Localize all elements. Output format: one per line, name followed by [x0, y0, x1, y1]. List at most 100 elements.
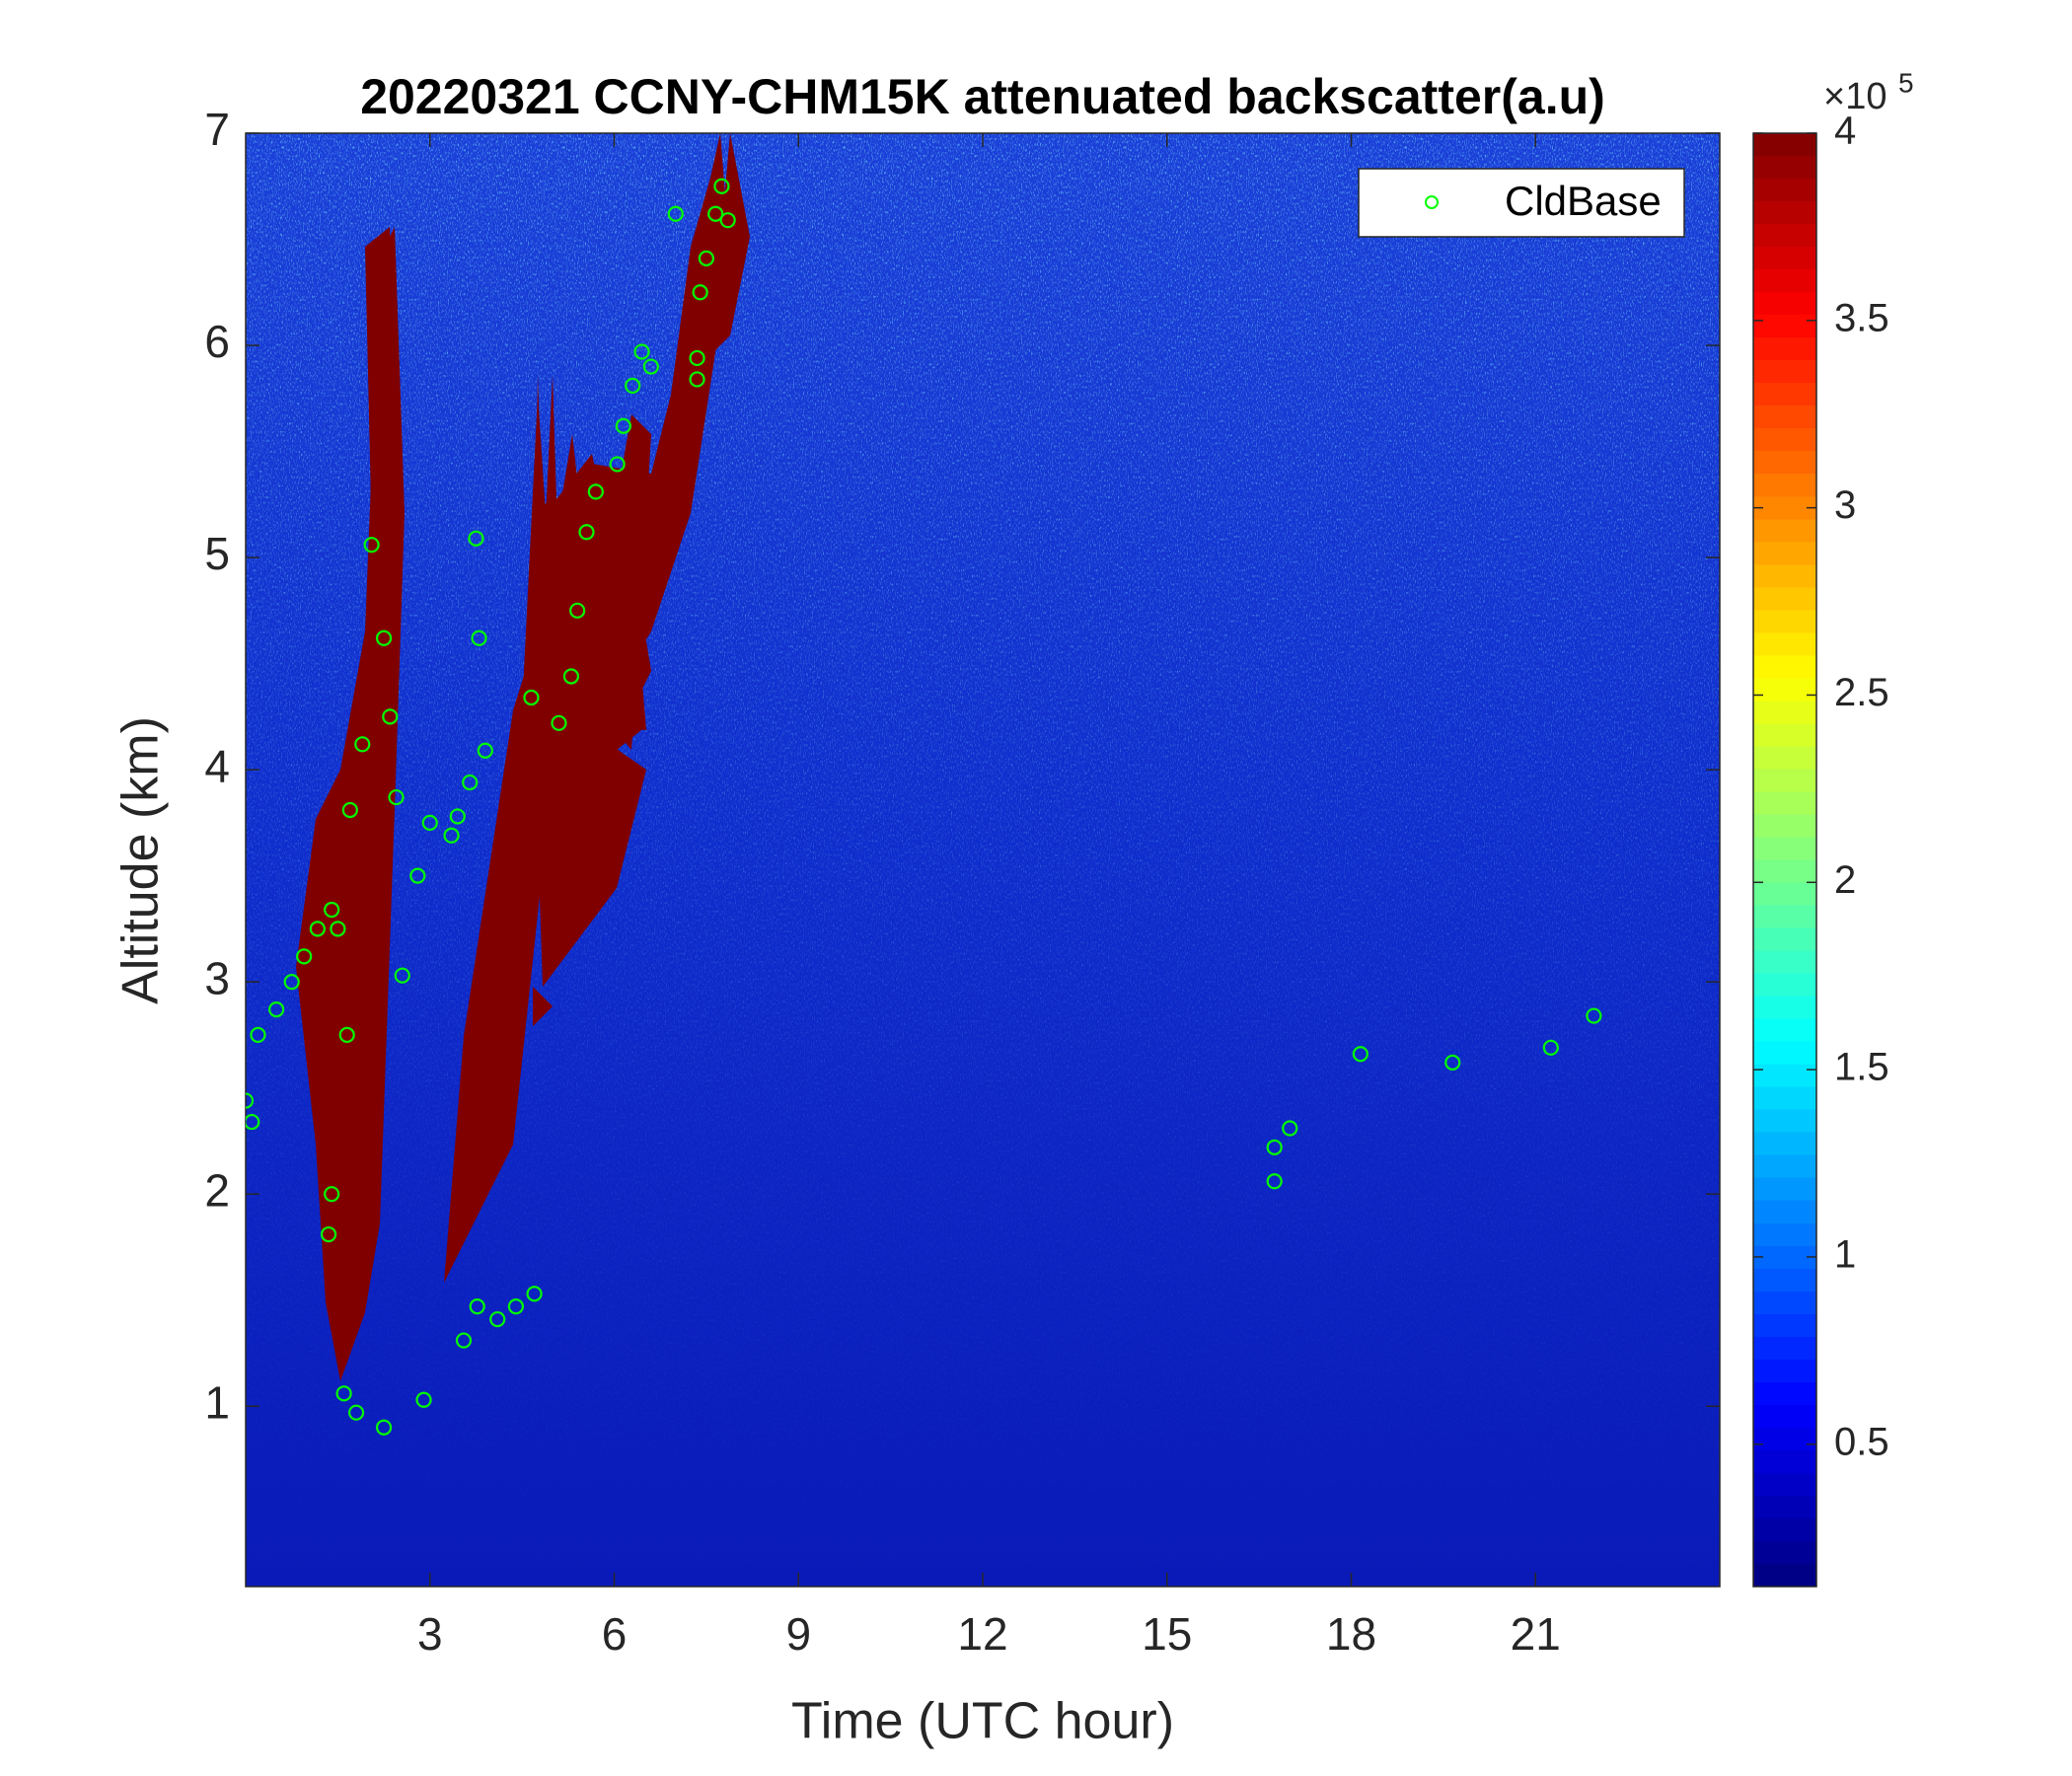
cloud-base-point — [1542, 1039, 1559, 1056]
cloud-base-point — [507, 1298, 525, 1315]
cloud-base-point — [1266, 1173, 1283, 1190]
x-axis-label: Time (UTC hour) — [791, 1693, 1174, 1750]
scatter-series — [246, 178, 1602, 1436]
cloud-base-point — [246, 1113, 260, 1131]
cloud-base-point — [667, 205, 684, 222]
cloud-base-point — [394, 967, 410, 984]
cloud-base-point — [707, 205, 724, 222]
cloud-base-point — [692, 284, 708, 301]
cloud-base-point — [689, 349, 705, 367]
x-tick-label: 18 — [1326, 1608, 1376, 1660]
colorbar-exponent: 5 — [1898, 67, 1914, 98]
x-tick-label: 6 — [602, 1608, 628, 1660]
cloud-base-point — [489, 1310, 506, 1328]
cloud-base-point — [341, 801, 358, 819]
colorbar-frame — [1752, 132, 1817, 1588]
cloud-region — [365, 227, 400, 671]
cloud-base-point — [363, 537, 380, 554]
cloud-base-point — [354, 736, 371, 753]
y-axis-label: Altitude (km) — [112, 716, 170, 1004]
cloud-region — [444, 553, 553, 1283]
cloud-base-point — [1266, 1139, 1283, 1155]
legend-label: CldBase — [1505, 178, 1662, 224]
cloud-base-point — [1282, 1120, 1298, 1137]
y-tick-label: 1 — [204, 1376, 230, 1428]
colorbar-tick-label: 4 — [1834, 110, 1856, 153]
colorbar-tick-label: 1.5 — [1834, 1046, 1889, 1089]
cloud-base-point — [1352, 1046, 1369, 1063]
x-tick-label: 9 — [785, 1608, 811, 1660]
cloud-base-point — [615, 417, 631, 434]
cloud-base-point — [283, 974, 300, 991]
colorbar-tick-label: 2 — [1834, 858, 1856, 902]
colorbar-tick-label: 0.5 — [1834, 1420, 1889, 1463]
y-tick-label: 3 — [204, 952, 230, 1003]
cloud-base-point — [578, 524, 595, 541]
y-tick-label: 6 — [204, 316, 230, 367]
cloud-base-point — [719, 212, 736, 229]
cloud-base-point — [296, 948, 313, 965]
cloud-base-point — [642, 358, 659, 375]
cloud-base-point — [455, 1332, 473, 1349]
x-tick-label: 15 — [1142, 1608, 1192, 1660]
field-noise — [246, 133, 1720, 1587]
cloud-region — [533, 133, 730, 710]
cloud-region — [710, 133, 750, 355]
cloud-base-point — [338, 1026, 355, 1044]
cloud-base-point — [268, 1001, 285, 1018]
cloud-base-point — [713, 178, 730, 194]
cloud-base-point — [689, 371, 705, 388]
cloud-base-point — [382, 708, 399, 725]
cloud-base-point — [324, 1186, 340, 1203]
cloud-base-point — [462, 774, 479, 791]
cloud-base-point — [375, 629, 393, 646]
cloud-base-point — [698, 250, 714, 266]
cloud-base-point — [330, 921, 346, 937]
colorbar-tick-label: 1 — [1834, 1232, 1856, 1276]
cloud-base-point — [421, 814, 438, 831]
cloud-base-point — [587, 483, 604, 500]
cloud-base-point — [633, 343, 650, 360]
cloud-base-point — [388, 788, 405, 806]
backscatter-field — [246, 133, 1720, 1587]
y-tick-label: 5 — [204, 528, 230, 579]
cloud-base-point — [320, 1225, 337, 1243]
x-tick-label: 12 — [957, 1608, 1007, 1660]
cloud-base-point — [449, 808, 466, 825]
colorbar-exponent-base: ×10 — [1823, 76, 1887, 117]
cloud-base-point — [551, 714, 567, 731]
x-tick-label: 21 — [1511, 1608, 1561, 1660]
cloud-base-point — [569, 602, 586, 619]
cloud-base-point — [347, 1404, 365, 1421]
cloud-base-point — [471, 629, 487, 646]
cloud-base-point — [309, 921, 326, 937]
cloud-base-point — [415, 1391, 432, 1408]
cloud-base-point — [250, 1026, 266, 1044]
cloud-base-point — [469, 1298, 485, 1315]
cloud-region — [533, 691, 553, 849]
cloud-base-point — [477, 742, 493, 759]
cloud-region — [533, 987, 553, 1026]
colorbar-tick-label: 3 — [1834, 483, 1856, 527]
colorbar — [1753, 133, 1816, 1587]
colorbar-tick-label: 2.5 — [1834, 671, 1889, 714]
cloud-region — [533, 375, 548, 691]
cloud-base-point — [1444, 1054, 1461, 1071]
y-tick-label: 2 — [204, 1164, 230, 1216]
cloud-base-point — [523, 689, 540, 706]
cloud-base-point — [335, 1385, 352, 1402]
cloud-base-point — [409, 867, 426, 884]
legend — [1358, 168, 1685, 238]
cloud-base-point — [324, 901, 340, 919]
cloud-base-point — [609, 456, 626, 473]
chart-title: 20220321 CCNY-CHM15K attenuated backscat… — [360, 69, 1605, 124]
y-tick-label: 7 — [204, 104, 230, 155]
cloud-region — [582, 414, 651, 750]
cloud-base-point — [468, 530, 484, 547]
cloud-base-point — [625, 377, 641, 394]
cloud-base-point — [246, 1092, 255, 1109]
legend-marker — [1425, 195, 1439, 209]
cloud-base-point — [562, 668, 580, 685]
cloud-base-point — [375, 1419, 393, 1436]
